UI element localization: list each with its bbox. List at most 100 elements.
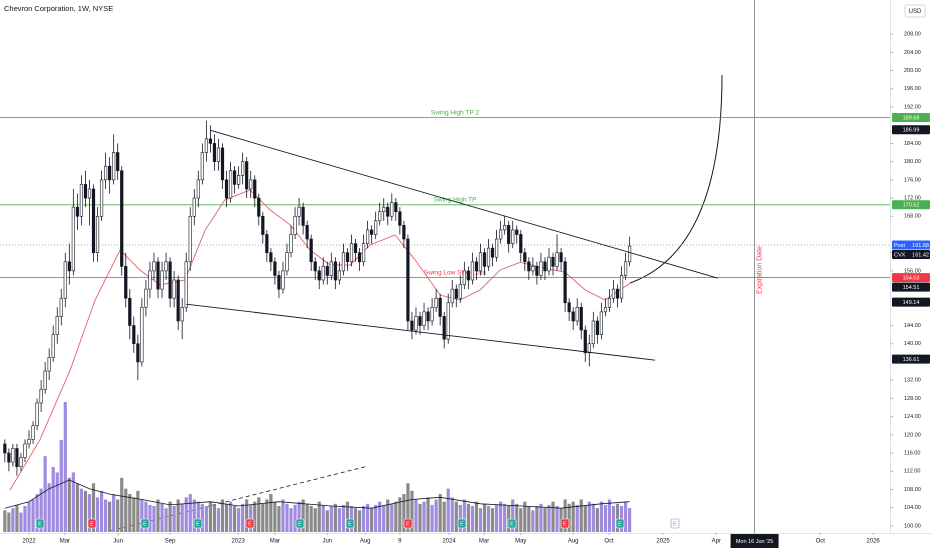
candle-body	[257, 197, 261, 217]
candle-body	[515, 229, 519, 235]
volume-bar	[55, 472, 59, 532]
y-tick-label: 180.00	[904, 159, 921, 165]
volume-bar	[148, 504, 152, 532]
y-tick-label: 116.00	[904, 450, 920, 456]
candle-body	[317, 270, 321, 281]
volume-bar	[394, 501, 398, 532]
volume-bar	[289, 508, 293, 532]
candle-body	[563, 261, 567, 304]
candle-body	[245, 161, 249, 190]
y-tick-label: 112.00	[904, 469, 920, 475]
x-tick-label: Jun	[322, 539, 332, 545]
candle-body	[579, 307, 583, 331]
volume-bar	[571, 501, 575, 532]
level-label: Swing High TP 2	[431, 109, 480, 116]
volume-bar	[91, 483, 96, 532]
candle-body	[31, 425, 35, 440]
candle-body	[188, 215, 192, 263]
volume-bar	[543, 508, 547, 532]
candle-body	[144, 288, 148, 308]
candle-body	[47, 357, 51, 372]
candle-body	[253, 179, 257, 199]
y-tick-label: 172.00	[904, 196, 921, 202]
earnings-letter: E	[406, 521, 410, 527]
candle-body	[95, 215, 100, 253]
candle-body	[200, 152, 204, 181]
x-tick-label: 2026	[866, 539, 880, 545]
volume-bar	[245, 499, 249, 532]
candle-body	[523, 252, 527, 263]
candle-body	[23, 443, 27, 458]
candle-body	[470, 261, 475, 281]
candle-body	[79, 184, 84, 217]
volume-bar	[329, 506, 333, 532]
x-tick-label: May	[515, 539, 526, 545]
candle-body	[611, 288, 616, 299]
candle-body	[454, 288, 458, 299]
y-tick-label: 104.00	[904, 505, 921, 511]
candle-body	[527, 261, 531, 272]
price-tag	[892, 240, 930, 250]
volume-bar	[232, 506, 237, 532]
volume-bar	[31, 499, 35, 532]
volume-bar	[454, 501, 458, 532]
volume-bar	[180, 503, 184, 532]
earnings-badge	[670, 518, 680, 529]
candle-body	[325, 266, 329, 276]
volume-bar	[414, 499, 418, 532]
volume-bar	[156, 499, 160, 532]
volume-bar	[285, 503, 289, 532]
candle-body	[39, 388, 43, 404]
candle-body	[160, 270, 164, 290]
price-tag	[892, 273, 930, 283]
volume-bar	[410, 490, 414, 532]
volume-bar	[164, 508, 168, 532]
candle-body	[35, 402, 39, 427]
volume-bar	[273, 501, 277, 532]
volume-bar	[261, 503, 265, 532]
volume-ma	[4, 479, 630, 509]
volume-bar	[293, 504, 297, 532]
candle-body	[438, 297, 442, 317]
volume-bar	[337, 508, 341, 532]
volume-bar	[184, 497, 188, 532]
volume-bar	[406, 483, 410, 532]
y-tick-label: 124.00	[904, 414, 921, 420]
volume-bar	[277, 506, 281, 532]
volume-bar	[474, 501, 479, 532]
volume-bar	[87, 494, 92, 532]
volume-bar	[7, 512, 11, 532]
volume-bar	[325, 510, 329, 532]
candle-body	[571, 311, 575, 322]
candle-body	[67, 261, 71, 272]
volume-bar	[224, 503, 229, 532]
volume-bar	[353, 508, 358, 532]
expiration-label: Expiration Date	[756, 246, 763, 294]
candle-body	[55, 316, 59, 335]
volume-bar	[269, 494, 273, 532]
candle-body	[567, 302, 571, 313]
candle-body	[132, 325, 136, 345]
x-tick-label: Mar	[270, 539, 280, 545]
y-tick-label: 184.00	[904, 141, 921, 147]
candle-body	[607, 297, 612, 308]
volume-bar	[341, 504, 346, 532]
candle-body	[172, 279, 176, 299]
earnings-badge	[140, 518, 150, 529]
earnings-letter: E	[90, 521, 94, 527]
volume-bar	[83, 490, 88, 532]
candle-body	[430, 307, 434, 322]
candle-body	[152, 261, 156, 272]
volume-bar	[192, 499, 196, 532]
price-tag	[892, 354, 930, 364]
candle-body	[59, 297, 63, 317]
volume-bar	[442, 501, 446, 532]
earnings-badge	[507, 518, 517, 529]
volume-bar	[11, 508, 15, 532]
candle-body	[232, 170, 237, 185]
candle-body	[386, 206, 390, 217]
candle-body	[3, 443, 7, 454]
candle-body	[366, 229, 370, 244]
volume-bar	[575, 504, 579, 532]
volume-bar	[228, 501, 233, 532]
